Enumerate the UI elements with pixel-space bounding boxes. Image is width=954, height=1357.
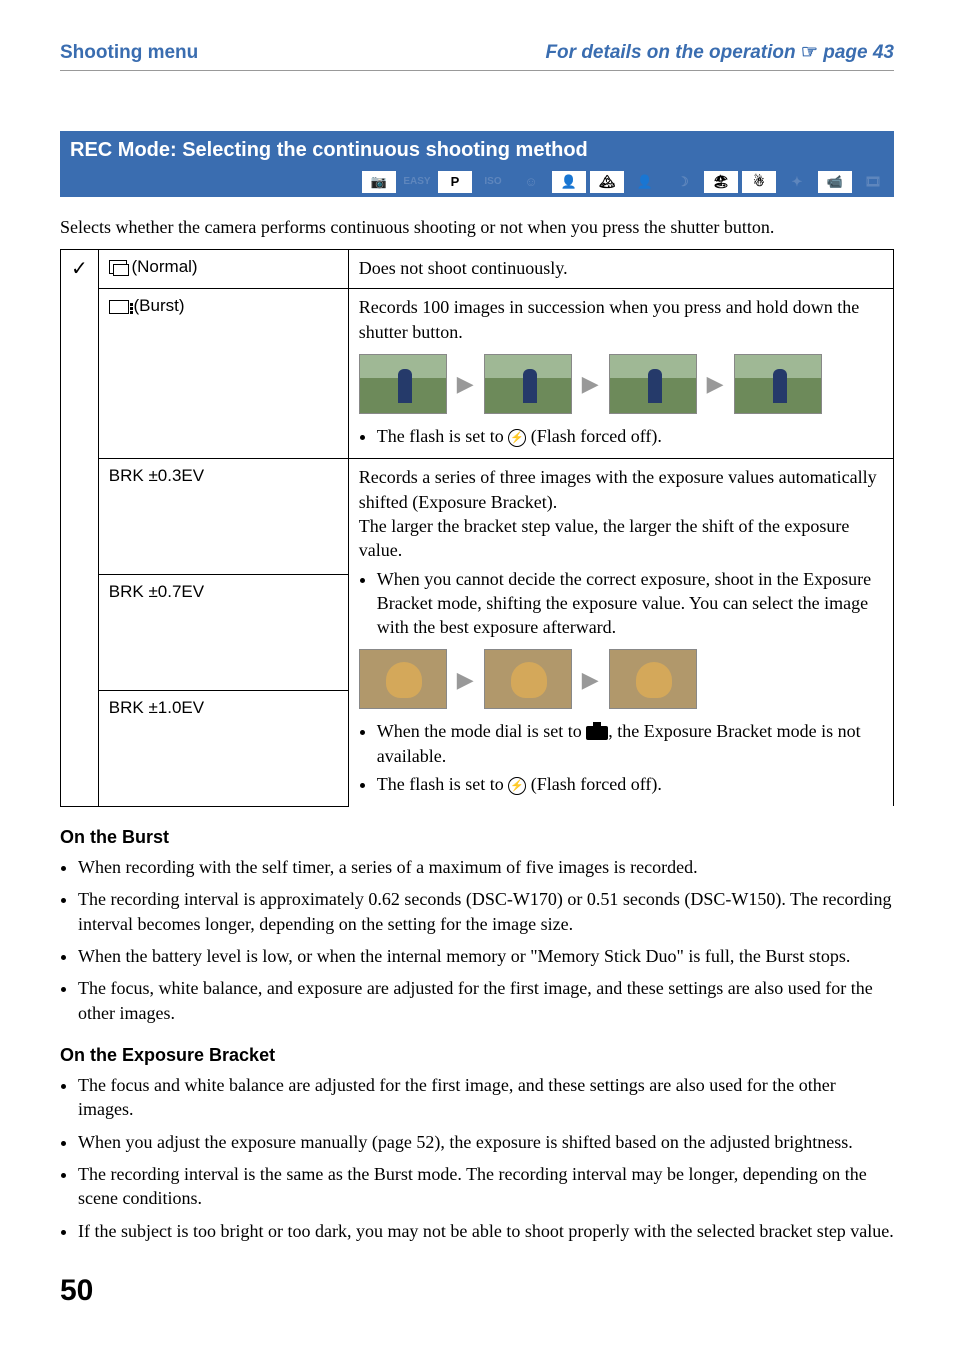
- mode-icon: 🎞: [856, 171, 890, 193]
- burst-bullet-list: When recording with the self timer, a se…: [60, 855, 894, 1025]
- list-item: When the battery level is low, or when t…: [78, 944, 894, 968]
- arrow-icon: ▶: [582, 665, 599, 695]
- mode-icon: 📹: [818, 171, 852, 193]
- subheading-bracket: On the Exposure Bracket: [60, 1043, 894, 1067]
- list-item: If the subject is too bright or too dark…: [78, 1219, 894, 1243]
- table-row: BRK ±0.3EV Records a series of three ima…: [61, 459, 894, 575]
- normal-icon: [109, 260, 127, 274]
- brk-p1: Records a series of three images with th…: [359, 467, 877, 511]
- arrow-icon: ▶: [457, 369, 474, 399]
- list-item: When recording with the self timer, a se…: [78, 855, 894, 879]
- sample-thumb: [359, 354, 447, 414]
- header-right: For details on the operation ☞ page 43: [545, 40, 894, 66]
- brk-bullet: The flash is set to ⚡ (Flash forced off)…: [377, 772, 883, 796]
- sample-thumb: [484, 649, 572, 709]
- options-table: ✓ (Normal) Does not shoot continuously. …: [60, 249, 894, 807]
- page-header: Shooting menu For details on the operati…: [60, 40, 894, 71]
- brk-bullet: When the mode dial is set to , the Expos…: [377, 719, 883, 768]
- page-number: 50: [60, 1271, 894, 1312]
- mode-icon: ☃: [742, 171, 776, 193]
- brk-p2: The larger the bracket step value, the l…: [359, 516, 850, 560]
- sample-thumb: [609, 649, 697, 709]
- check-cell: [61, 289, 99, 459]
- mode-icon: 🏔: [590, 171, 624, 193]
- header-right-suffix: page 43: [818, 42, 894, 63]
- option-name: BRK ±0.3EV: [98, 459, 348, 575]
- burst-desc: Records 100 images in succession when yo…: [359, 297, 859, 341]
- arrow-icon: ▶: [707, 369, 724, 399]
- brk-bullet: When you cannot decide the correct expos…: [377, 567, 883, 640]
- sample-thumb: [609, 354, 697, 414]
- option-desc: Records 100 images in succession when yo…: [348, 289, 893, 459]
- option-name: (Normal): [98, 249, 348, 289]
- mode-icon: ✦: [780, 171, 814, 193]
- arrow-icon: ▶: [457, 665, 474, 695]
- mode-icon: 👤: [628, 171, 662, 193]
- flash-off-icon: ⚡: [508, 777, 526, 795]
- subheading-burst: On the Burst: [60, 825, 894, 849]
- table-row: (Burst) Records 100 images in succession…: [61, 289, 894, 459]
- mode-icon: ISO: [476, 171, 510, 193]
- option-label: (Burst): [129, 296, 185, 315]
- list-item: The recording interval is approximately …: [78, 887, 894, 936]
- check-cell: [61, 690, 99, 806]
- mode-icon: ☽: [666, 171, 700, 193]
- option-name: BRK ±0.7EV: [98, 575, 348, 691]
- mode-icon: 🏖: [704, 171, 738, 193]
- header-right-prefix: For details on the operation: [545, 42, 800, 63]
- burst-icon: [109, 300, 129, 314]
- bracket-image-sequence: ▶ ▶: [359, 649, 883, 709]
- mode-icon: ☺: [514, 171, 548, 193]
- arrow-icon: ▶: [582, 369, 599, 399]
- list-item: When you adjust the exposure manually (p…: [78, 1130, 894, 1154]
- option-name: (Burst): [98, 289, 348, 459]
- mode-icon-strip: 📷 EASY P ISO ☺ 👤 🏔 👤 ☽ 🏖 ☃ ✦ 📹 🎞: [60, 169, 894, 197]
- flash-off-icon: ⚡: [508, 429, 526, 447]
- option-label: (Normal): [127, 257, 198, 276]
- check-cell: [61, 575, 99, 691]
- mode-icon: 📷: [362, 171, 396, 193]
- table-row: ✓ (Normal) Does not shoot continuously.: [61, 249, 894, 289]
- list-item: The focus and white balance are adjusted…: [78, 1073, 894, 1122]
- list-item: The focus, white balance, and exposure a…: [78, 976, 894, 1025]
- option-name: BRK ±1.0EV: [98, 690, 348, 806]
- option-desc: Does not shoot continuously.: [348, 249, 893, 289]
- sample-thumb: [734, 354, 822, 414]
- check-cell: ✓: [61, 249, 99, 289]
- header-left: Shooting menu: [60, 40, 198, 66]
- camera-icon: [586, 726, 608, 740]
- mode-icon: EASY: [400, 171, 434, 193]
- bracket-bullet-list: The focus and white balance are adjusted…: [60, 1073, 894, 1243]
- sample-thumb: [484, 354, 572, 414]
- burst-image-sequence: ▶ ▶ ▶: [359, 354, 883, 414]
- mode-icon: 👤: [552, 171, 586, 193]
- list-item: The recording interval is the same as th…: [78, 1162, 894, 1211]
- check-icon: ✓: [71, 258, 88, 280]
- mode-icon: P: [438, 171, 472, 193]
- section-title-bar: REC Mode: Selecting the continuous shoot…: [60, 131, 894, 170]
- sample-thumb: [359, 649, 447, 709]
- pointing-hand-icon: ☞: [801, 42, 818, 63]
- flash-note: The flash is set to ⚡ (Flash forced off)…: [377, 424, 883, 448]
- check-cell: [61, 459, 99, 575]
- intro-text: Selects whether the camera performs cont…: [60, 215, 894, 239]
- option-desc: Records a series of three images with th…: [348, 459, 893, 806]
